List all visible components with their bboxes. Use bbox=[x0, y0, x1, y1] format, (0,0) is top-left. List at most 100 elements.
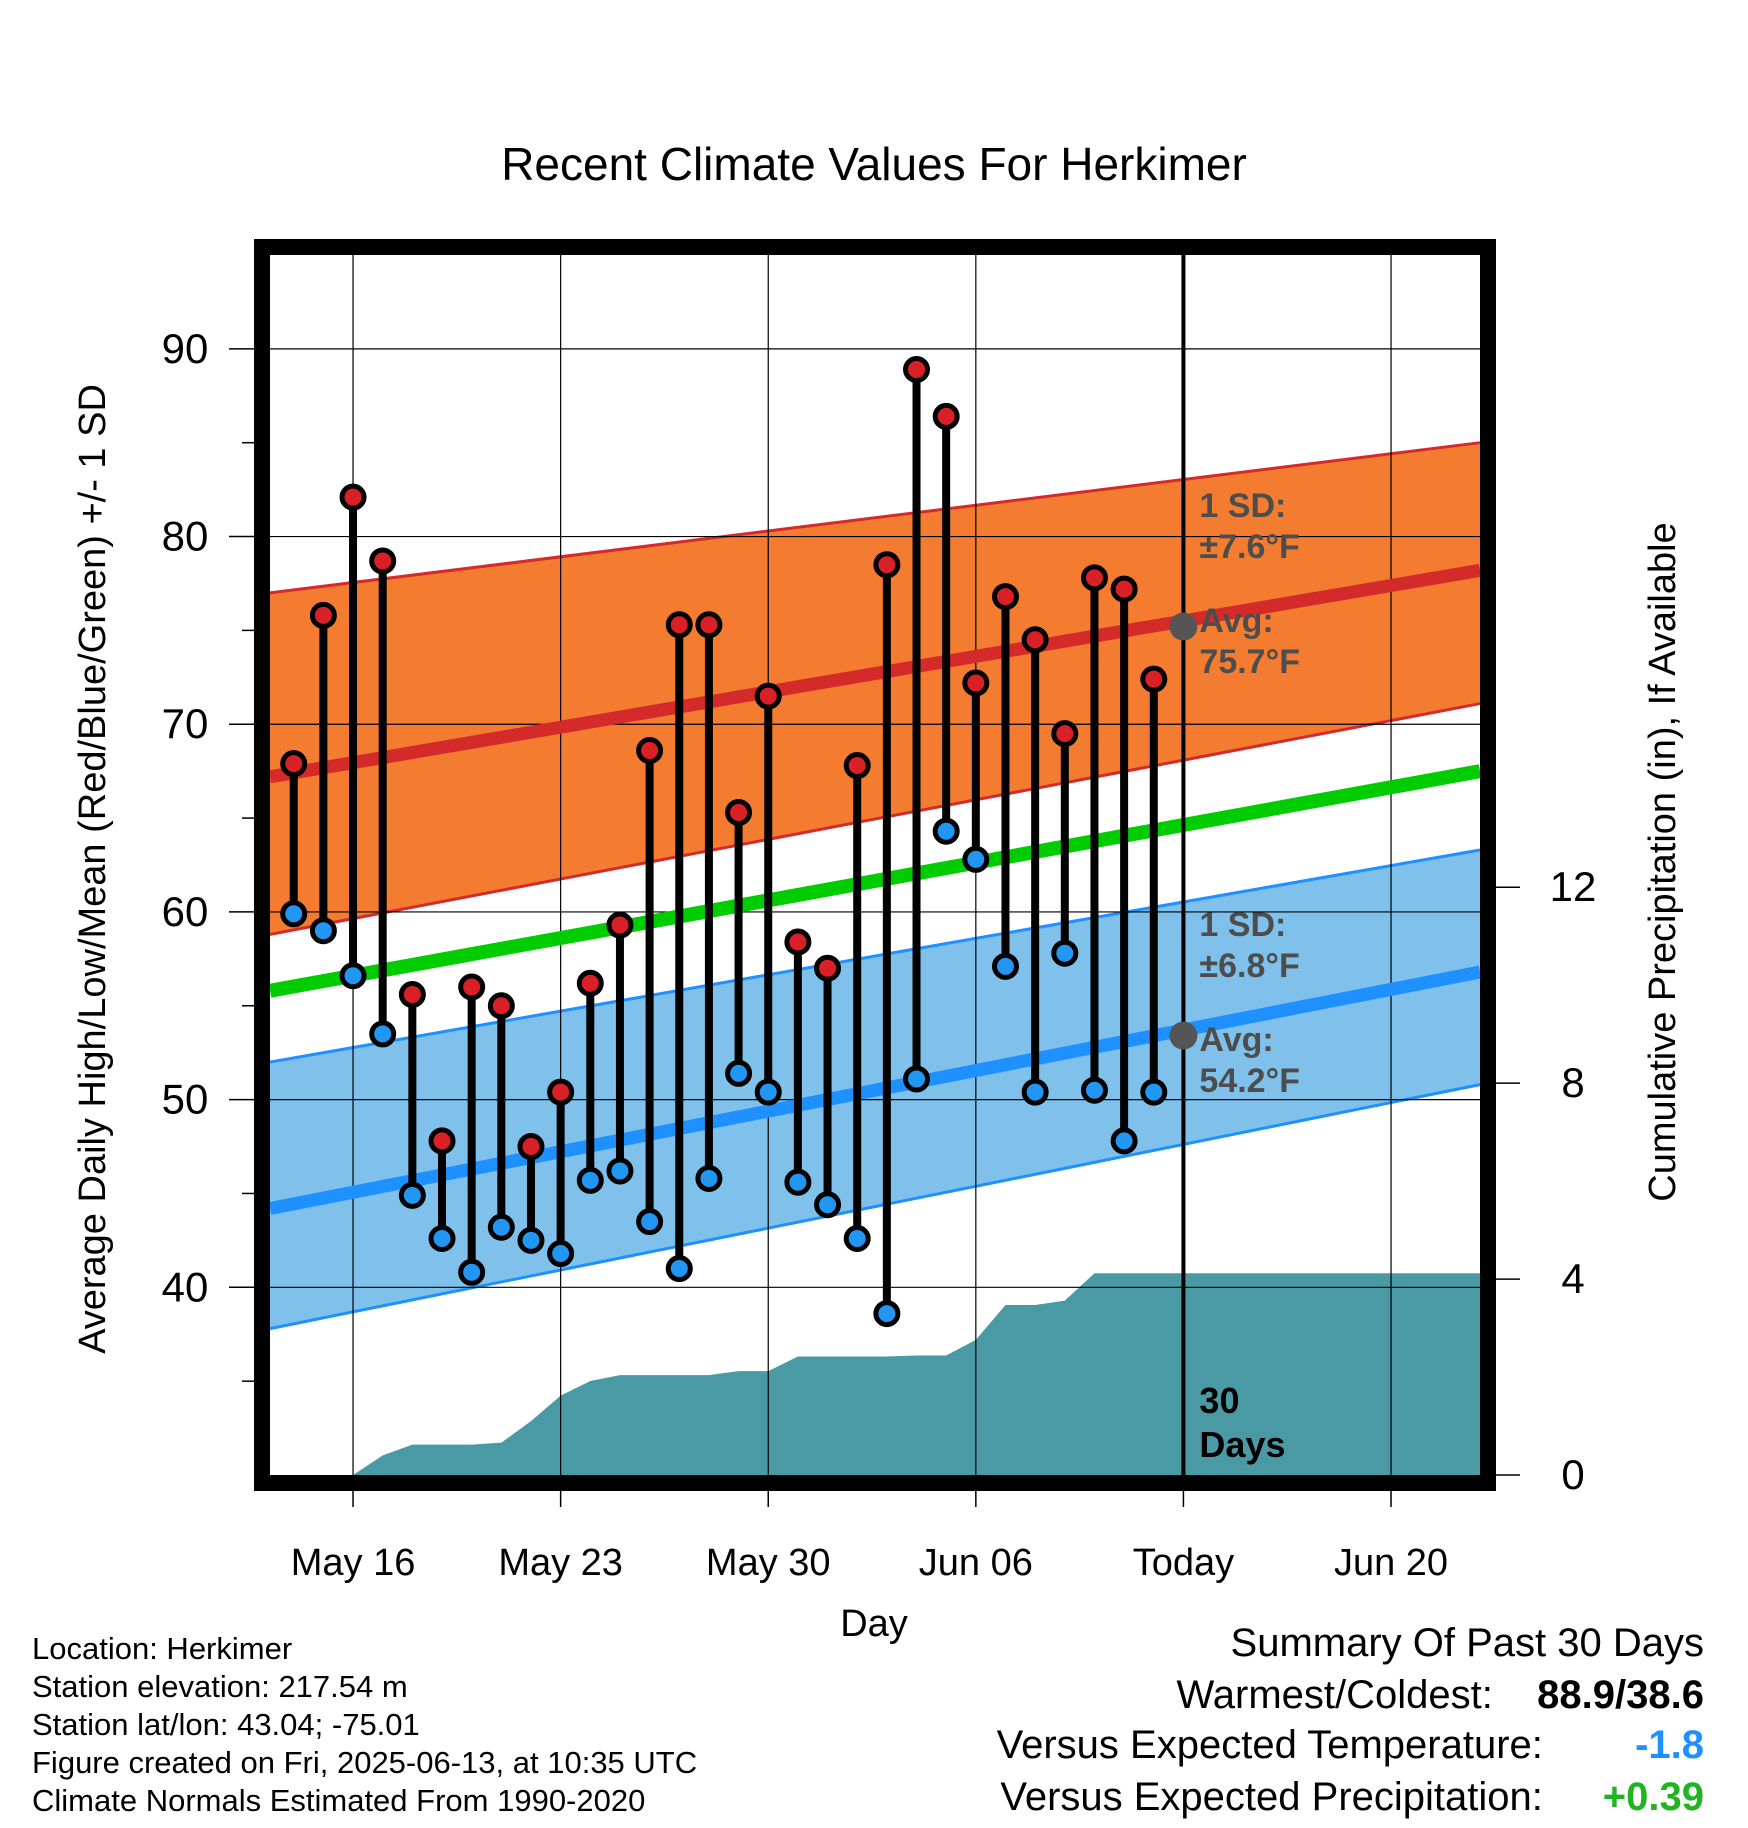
high-point bbox=[784, 928, 812, 956]
high-point bbox=[458, 973, 486, 1001]
y-tick-label: 60 bbox=[162, 888, 209, 935]
high-point bbox=[636, 737, 664, 765]
high-point bbox=[398, 981, 426, 1009]
high-point bbox=[843, 752, 871, 780]
high-point bbox=[309, 601, 337, 629]
high-point bbox=[517, 1133, 545, 1161]
x-tick-label: May 16 bbox=[291, 1542, 416, 1584]
low-point bbox=[873, 1300, 901, 1328]
y-tick-label: 40 bbox=[162, 1263, 209, 1310]
low-point bbox=[487, 1213, 515, 1241]
precip-value: +0.39 bbox=[1602, 1775, 1704, 1819]
high-point bbox=[369, 547, 397, 575]
x-tick-label: Jun 06 bbox=[919, 1542, 1033, 1584]
warm-cold-label: Warmest/Coldest: bbox=[1176, 1673, 1493, 1717]
info-location: Location: Herkimer bbox=[32, 1631, 293, 1666]
high-point bbox=[725, 798, 753, 826]
today-high-avg-marker bbox=[1169, 612, 1198, 641]
days-label: 30 bbox=[1199, 1380, 1239, 1421]
info-normals: Climate Normals Estimated From 1990-2020 bbox=[32, 1783, 646, 1818]
mean-avg-line bbox=[268, 764, 1482, 998]
low-point bbox=[606, 1157, 634, 1185]
high-point bbox=[606, 911, 634, 939]
y2-tick-label: 0 bbox=[1561, 1451, 1584, 1498]
high-avg-annotation: 75.7°F bbox=[1199, 643, 1300, 681]
y-tick-label: 70 bbox=[162, 700, 209, 747]
station-info: Location: Herkimer Station elevation: 21… bbox=[32, 1630, 697, 1820]
low-sd-annotation: 1 SD: bbox=[1199, 906, 1286, 944]
y-axis-label: Average Daily High/Low/Mean (Red/Blue/Gr… bbox=[72, 384, 114, 1354]
info-created: Figure created on Fri, 2025-06-13, at 10… bbox=[32, 1745, 698, 1780]
high-point bbox=[814, 954, 842, 982]
low-point bbox=[754, 1078, 782, 1106]
x-axis-label: Day bbox=[840, 1603, 908, 1645]
today-low-avg-marker bbox=[1169, 1021, 1198, 1050]
low-point bbox=[1021, 1078, 1049, 1106]
warm-cold-value: 88.9/38.6 bbox=[1537, 1673, 1704, 1717]
low-point bbox=[1080, 1076, 1108, 1104]
high-point bbox=[665, 611, 693, 639]
low-point bbox=[576, 1166, 604, 1194]
high-point bbox=[991, 583, 1019, 611]
low-point bbox=[1110, 1127, 1138, 1155]
high-sd-annotation: 1 SD: bbox=[1199, 487, 1286, 525]
temp-value: -1.8 bbox=[1635, 1723, 1704, 1767]
high-point bbox=[962, 669, 990, 697]
low-point bbox=[309, 917, 337, 945]
low-point bbox=[428, 1225, 456, 1253]
low-point bbox=[784, 1168, 812, 1196]
low-point bbox=[1051, 939, 1079, 967]
low-point bbox=[339, 962, 367, 990]
high-sd-annotation: ±7.6°F bbox=[1199, 528, 1299, 566]
temp-label: Versus Expected Temperature: bbox=[996, 1723, 1543, 1767]
high-avg-annotation: Avg: bbox=[1199, 602, 1273, 640]
high-point bbox=[487, 992, 515, 1020]
high-sd-band-upper bbox=[269, 441, 1481, 595]
x-tick-label: Today bbox=[1133, 1542, 1234, 1584]
low-point bbox=[695, 1164, 723, 1192]
high-point bbox=[695, 611, 723, 639]
x-tick-label: Jun 20 bbox=[1334, 1542, 1448, 1584]
summary-warm-cold: Warmest/Coldest: 88.9/38.6 bbox=[1177, 1673, 1705, 1718]
low-point bbox=[458, 1258, 486, 1286]
low-point bbox=[665, 1255, 693, 1283]
low-point bbox=[280, 900, 308, 928]
low-sd-annotation: ±6.8°F bbox=[1199, 947, 1299, 985]
y2-tick-label: 12 bbox=[1550, 863, 1597, 910]
y-tick-label: 90 bbox=[162, 325, 209, 372]
low-point bbox=[903, 1065, 931, 1093]
low-point bbox=[636, 1208, 664, 1236]
y2-tick-label: 4 bbox=[1561, 1255, 1584, 1302]
high-point bbox=[1110, 575, 1138, 603]
low-point bbox=[1140, 1078, 1168, 1106]
low-point bbox=[547, 1240, 575, 1268]
low-point bbox=[991, 952, 1019, 980]
plot-frame bbox=[254, 239, 1496, 1491]
days-label: Days bbox=[1199, 1424, 1285, 1465]
low-sd-band-lower bbox=[269, 1083, 1481, 1331]
high-point bbox=[754, 682, 782, 710]
summary-title: Summary Of Past 30 Days bbox=[1231, 1621, 1704, 1666]
low-point bbox=[398, 1181, 426, 1209]
high-avg-line bbox=[268, 563, 1482, 784]
precip-area bbox=[353, 1273, 1481, 1475]
y2-tick-label: 8 bbox=[1561, 1059, 1584, 1106]
high-point bbox=[428, 1127, 456, 1155]
summary-temp: Versus Expected Temperature: -1.8 bbox=[997, 1723, 1704, 1768]
low-point bbox=[369, 1020, 397, 1048]
low-point bbox=[932, 817, 960, 845]
info-latlon: Station lat/lon: 43.04; -75.01 bbox=[32, 1707, 420, 1742]
high-point bbox=[903, 355, 931, 383]
high-sd-band-lower bbox=[269, 702, 1481, 936]
high-point bbox=[339, 483, 367, 511]
summary-title-text: Summary Of Past 30 Days bbox=[1230, 1621, 1704, 1665]
high-point bbox=[932, 402, 960, 430]
info-elevation: Station elevation: 217.54 m bbox=[32, 1669, 408, 1704]
high-sd-band bbox=[270, 442, 1480, 935]
high-point bbox=[1021, 626, 1049, 654]
x-tick-label: May 23 bbox=[498, 1542, 623, 1584]
low-point bbox=[843, 1225, 871, 1253]
low-point bbox=[962, 845, 990, 873]
high-point bbox=[873, 551, 901, 579]
